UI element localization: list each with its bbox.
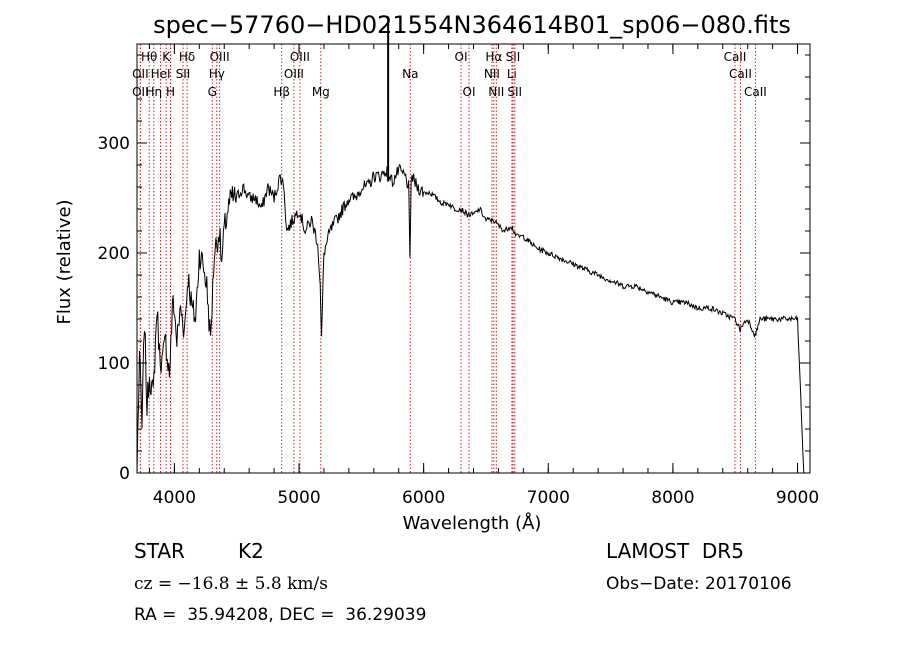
y-tick-label: 0 [119, 464, 130, 484]
spectral-line-label: Hα [485, 50, 502, 64]
spectral-line-label: Hβ [273, 85, 290, 99]
x-tick-label: 4000 [153, 488, 196, 508]
y-tick-label: 100 [98, 354, 130, 374]
x-tick-label: 8000 [651, 488, 694, 508]
spectral-line-label: NII [484, 67, 500, 81]
spectral-line-label: HeI [151, 67, 171, 81]
spectral-line-label: Na [402, 67, 418, 81]
spectral-line-label: Mg [312, 85, 330, 99]
spectral-line-label: OI [463, 85, 476, 99]
spectral-line-label: OII [132, 85, 149, 99]
spectral-line-label: SII [506, 50, 521, 64]
spectral-line-label: OIII [210, 50, 230, 64]
spectral-line-label: OII [132, 67, 149, 81]
spectral-line-label: OI [455, 50, 468, 64]
spectral-line-label: SII [176, 67, 191, 81]
spectral-line-label: CaII [724, 50, 747, 64]
spectral-line-label: Hδ [179, 50, 195, 64]
x-tick-label: 6000 [402, 488, 445, 508]
x-tick-label: 5000 [277, 488, 320, 508]
redshift-cz: cz = −16.8 ± 5.8 km/s [134, 574, 328, 594]
spectral-line-label: CaII [729, 67, 752, 81]
spectral-line-label: Hγ [209, 67, 225, 81]
spectral-line-label: Hη [146, 85, 163, 99]
spectral-line-label: OIII [290, 50, 310, 64]
spectral-line-label: Hθ [141, 50, 157, 64]
survey-name: LAMOST DR5 [606, 539, 744, 563]
observation-date: Obs−Date: 20170106 [606, 574, 792, 594]
spectral-line-label: Li [507, 67, 517, 81]
x-axis-label: Wavelength (Å) [403, 512, 542, 534]
spectral-line-label: OIII [284, 67, 304, 81]
y-tick-label: 300 [98, 134, 130, 154]
object-class: STAR [134, 539, 185, 563]
spectral-line-label: NII [488, 85, 504, 99]
spectral-line-label: H [166, 85, 175, 99]
x-axis: 4000 5000 6000 7000 8000 9000 [148, 44, 819, 508]
x-tick-label: 7000 [527, 488, 570, 508]
plot-frame [136, 43, 811, 474]
spectral-line-label: SII [507, 85, 522, 99]
spectral-line-label: K [162, 50, 171, 64]
spectral-line-label: CaII [744, 85, 767, 99]
object-subclass: K2 [238, 539, 264, 563]
y-axis-label: Flux (relative) [54, 199, 75, 324]
ra-dec-coordinates: RA = 35.94208, DEC = 36.29039 [134, 605, 426, 625]
y-tick-label: 200 [98, 244, 130, 264]
x-tick-label: 9000 [776, 488, 819, 508]
spectrum-line [136, 163, 805, 474]
chart-title: spec−57760−HD021554N364614B01_sp06−080.f… [153, 11, 791, 39]
spectral-line-label: G [208, 85, 217, 99]
y-axis: 0 100 200 300 [98, 54, 810, 484]
